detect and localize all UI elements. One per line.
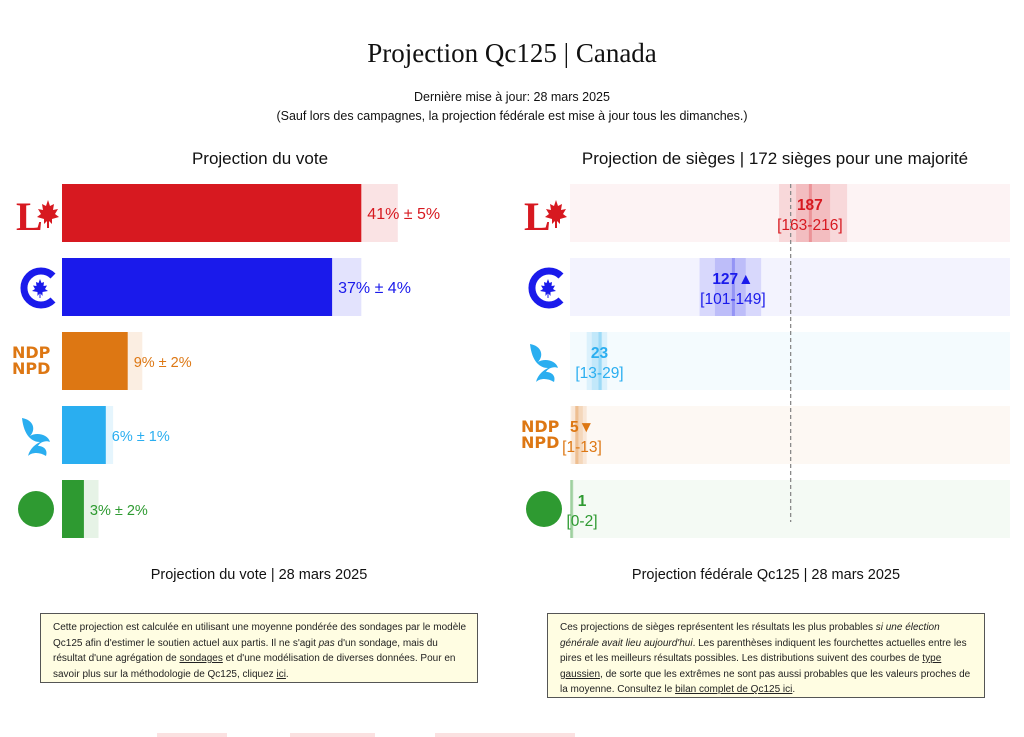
vote-projection-title: Projection du vote xyxy=(191,149,329,168)
seat-projection-chart: 187 [163-216] 127▲ [101-149] 23 [13-29] 5▼ [1-1… xyxy=(562,184,1010,538)
cutoff-content xyxy=(290,733,375,737)
vote-bar-bloc-quebecois xyxy=(62,406,106,464)
vote-bar-conservateur xyxy=(62,258,333,316)
seat-mark-conservateur xyxy=(731,258,735,316)
seat-core-range-npd xyxy=(575,406,583,464)
seat-range-bloc-quebecois xyxy=(586,332,608,390)
bloc-logo-icon xyxy=(530,344,558,382)
vote-bar-liberal xyxy=(62,184,362,242)
conservative-logo-icon xyxy=(20,267,56,309)
cutoff-content xyxy=(157,733,227,737)
update-schedule-note: (Sauf lors des campagnes, la projection … xyxy=(276,109,748,123)
seat-range-label-vert: [0-2] xyxy=(566,513,597,530)
conservative-logo-icon xyxy=(528,267,564,309)
seat-range-label-bloc-quebecois: [13-29] xyxy=(575,365,623,382)
seat-methodology-note: Ces projections de sièges représentent l… xyxy=(547,613,985,698)
seat-range-label-npd: [1-13] xyxy=(562,439,602,456)
vote-methodology-note: Cette projection est calculée en utilisa… xyxy=(40,613,478,683)
vote-label-conservateur: 37% ± 4% xyxy=(338,280,411,297)
seat-mark-vert xyxy=(570,480,574,538)
svg-text:L: L xyxy=(524,194,551,238)
seat-track-conservateur xyxy=(570,258,1010,316)
seat-footer-title: Projection fédérale Qc125 | 28 mars 2025 xyxy=(631,567,901,583)
seat-value-vert: 1 xyxy=(578,493,587,510)
last-updated-text: Dernière mise à jour: 28 mars 2025 xyxy=(414,90,610,104)
seat-core-range-conservateur xyxy=(714,258,746,316)
seat-track-npd xyxy=(570,406,1010,464)
bloc-logo-icon xyxy=(22,418,50,456)
seat-value-bloc-quebecois: 23 xyxy=(591,345,609,362)
green-logo-icon xyxy=(526,491,562,527)
seat-value-liberal: 187 xyxy=(797,197,823,214)
vote-bar-vert xyxy=(62,480,84,538)
seat-range-label-conservateur: [101-149] xyxy=(700,291,766,308)
seat-projection-title: Projection de sièges | 172 sièges pour u… xyxy=(581,149,969,168)
seat-value-conservateur: 127▲ xyxy=(712,271,753,288)
vote-bar-npd xyxy=(62,332,128,390)
seat-core-range-bloc-quebecois xyxy=(591,332,603,390)
full-report-link[interactable]: bilan complet de Qc125 ici xyxy=(675,684,793,695)
svg-text:L: L xyxy=(16,194,43,238)
vote-label-liberal: 41% ± 5% xyxy=(367,206,440,223)
vote-label-npd: 9% ± 2% xyxy=(134,355,192,371)
seat-range-conservateur xyxy=(699,258,762,316)
vote-projection-chart: 41% ± 5% 37% ± 4% 9% ± 2% 6% ± 1% 3% ± 2% xyxy=(62,184,440,538)
liberal-logo-icon: L xyxy=(16,194,59,238)
gaussian-link[interactable]: type gaussien xyxy=(560,653,942,680)
seat-range-label-liberal: [163-216] xyxy=(777,217,843,234)
seat-value-npd: 5▼ xyxy=(570,419,594,436)
seat-core-range-vert xyxy=(570,480,573,538)
polls-link[interactable]: sondages xyxy=(179,653,223,664)
seat-mark-liberal xyxy=(808,184,812,242)
ndp-logo-icon: NDP NPD xyxy=(521,417,560,452)
vote-label-vert: 3% ± 2% xyxy=(90,503,148,519)
cutoff-content xyxy=(435,733,575,737)
seat-range-vert xyxy=(570,480,573,538)
page-title: Projection Qc125 | Canada xyxy=(367,38,657,68)
methodology-link[interactable]: ici xyxy=(276,668,286,680)
vote-label-bloc-quebecois: 6% ± 1% xyxy=(112,429,170,445)
liberal-logo-icon: L xyxy=(524,194,567,238)
seat-mark-npd xyxy=(575,406,579,464)
seat-range-npd xyxy=(571,406,587,464)
vote-footer-title: Projection du vote | 28 mars 2025 xyxy=(150,567,368,583)
green-logo-icon xyxy=(18,491,54,527)
seat-core-range-liberal xyxy=(796,184,831,242)
ndp-logo-icon: NDP NPD xyxy=(12,343,51,378)
seat-mark-bloc-quebecois xyxy=(598,332,602,390)
